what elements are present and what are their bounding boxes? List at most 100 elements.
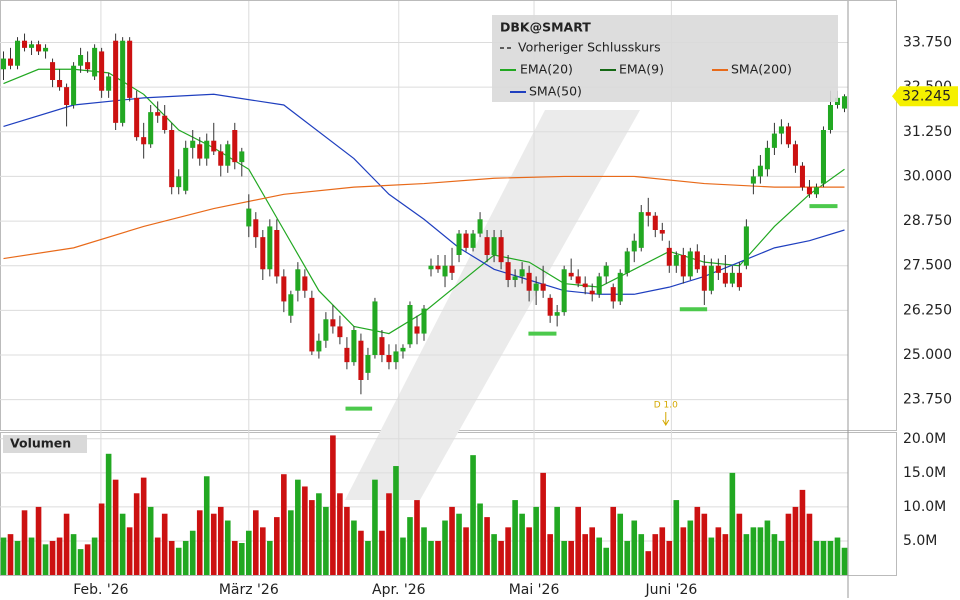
legend-box bbox=[492, 15, 838, 102]
y-tick-label: 31.250 bbox=[903, 124, 952, 140]
candle-body bbox=[232, 130, 238, 163]
volume-bar bbox=[575, 506, 581, 575]
candle-body bbox=[813, 187, 819, 195]
volume-bar bbox=[91, 537, 98, 575]
candle-body bbox=[799, 165, 805, 188]
volume-bar bbox=[358, 530, 364, 575]
volume-bar bbox=[820, 540, 827, 575]
volume-bar bbox=[785, 513, 792, 575]
y-tick-label: 23.750 bbox=[903, 392, 952, 408]
candle-body bbox=[386, 355, 392, 363]
candle-body bbox=[120, 40, 126, 123]
candle-body bbox=[337, 326, 343, 338]
y-tick-label: 26.250 bbox=[903, 302, 952, 318]
volume-bar bbox=[827, 540, 834, 575]
candle-body bbox=[393, 351, 399, 363]
volume-title: Volumen bbox=[10, 436, 71, 451]
candle-body bbox=[365, 355, 371, 373]
volume-bar bbox=[617, 513, 624, 575]
legend-label: Vorheriger Schlusskurs bbox=[518, 40, 661, 55]
last-price-label: 32.245 bbox=[902, 88, 951, 104]
candle-body bbox=[778, 126, 784, 134]
candle-body bbox=[680, 255, 686, 277]
volume-bar bbox=[84, 544, 91, 575]
volume-bar bbox=[196, 510, 203, 575]
watermark bbox=[345, 110, 640, 500]
candle-body bbox=[148, 112, 154, 145]
candle-body bbox=[183, 147, 189, 191]
volume-bar bbox=[119, 513, 126, 575]
volume-bar bbox=[512, 500, 518, 575]
candle-body bbox=[610, 287, 616, 302]
volume-bar bbox=[729, 472, 736, 575]
candle-body bbox=[652, 215, 658, 230]
volume-bar bbox=[400, 537, 406, 575]
y-tick-label: 27.500 bbox=[903, 258, 952, 274]
volume-bar bbox=[217, 506, 224, 575]
volume-bar bbox=[687, 520, 694, 575]
candle-body bbox=[582, 283, 588, 288]
legend-label: SMA(200) bbox=[731, 62, 792, 77]
candle-body bbox=[64, 87, 70, 105]
volume-bar bbox=[806, 513, 813, 575]
candle-body bbox=[554, 312, 560, 316]
volume-bar bbox=[175, 547, 182, 575]
volume-bar bbox=[267, 540, 273, 575]
candle-body bbox=[162, 115, 168, 130]
volume-bar bbox=[554, 506, 560, 575]
candle-body bbox=[603, 265, 609, 277]
candle-body bbox=[757, 165, 763, 177]
candle-body bbox=[428, 265, 434, 270]
volume-bar bbox=[393, 466, 399, 575]
candle-body bbox=[400, 347, 406, 352]
candle-body bbox=[421, 308, 427, 334]
candle-body bbox=[267, 226, 273, 270]
volume-bar bbox=[28, 537, 35, 575]
candle-body bbox=[225, 144, 231, 166]
volume-bar bbox=[652, 534, 659, 575]
volume-bar bbox=[722, 534, 729, 575]
candle-body bbox=[589, 290, 595, 295]
volume-bar bbox=[302, 486, 308, 575]
volume-bar bbox=[245, 530, 252, 575]
candle-body bbox=[330, 319, 336, 327]
volume-bar bbox=[771, 534, 778, 575]
volume-bar bbox=[49, 540, 56, 575]
candle-body bbox=[302, 276, 308, 291]
candle-body bbox=[106, 76, 112, 91]
candle-body bbox=[127, 40, 133, 98]
candle-body bbox=[22, 40, 28, 48]
candle-body bbox=[764, 147, 770, 170]
volume-bar bbox=[624, 540, 631, 575]
volume-bar bbox=[365, 540, 371, 575]
volume-bar bbox=[708, 537, 715, 575]
volume-bar bbox=[182, 540, 189, 575]
volume-bar bbox=[428, 540, 434, 575]
volume-bar bbox=[140, 477, 147, 575]
volume-bar bbox=[63, 513, 70, 575]
volume-bar bbox=[442, 520, 448, 575]
volume-bar bbox=[98, 503, 105, 575]
candle-body bbox=[218, 151, 224, 166]
volume-bar bbox=[70, 534, 77, 575]
volume-bar bbox=[456, 513, 462, 575]
candle-body bbox=[155, 112, 161, 116]
candle-body bbox=[638, 212, 644, 248]
candle-body bbox=[43, 47, 49, 52]
volume-bar bbox=[35, 506, 42, 575]
volume-bar bbox=[126, 527, 133, 575]
volume-bar bbox=[154, 537, 161, 575]
volume-bar bbox=[589, 527, 596, 575]
volume-bar bbox=[596, 537, 603, 575]
volume-bar bbox=[189, 530, 196, 575]
volume-bar bbox=[133, 493, 140, 575]
volume-bar bbox=[568, 540, 574, 575]
candle-body bbox=[631, 240, 637, 252]
volume-bar bbox=[379, 530, 385, 575]
candle-body bbox=[309, 297, 315, 352]
candle-body bbox=[701, 265, 707, 291]
volume-bar bbox=[533, 506, 539, 575]
volume-bar bbox=[414, 500, 420, 575]
candle-body bbox=[477, 219, 483, 234]
candle-body bbox=[449, 265, 455, 273]
